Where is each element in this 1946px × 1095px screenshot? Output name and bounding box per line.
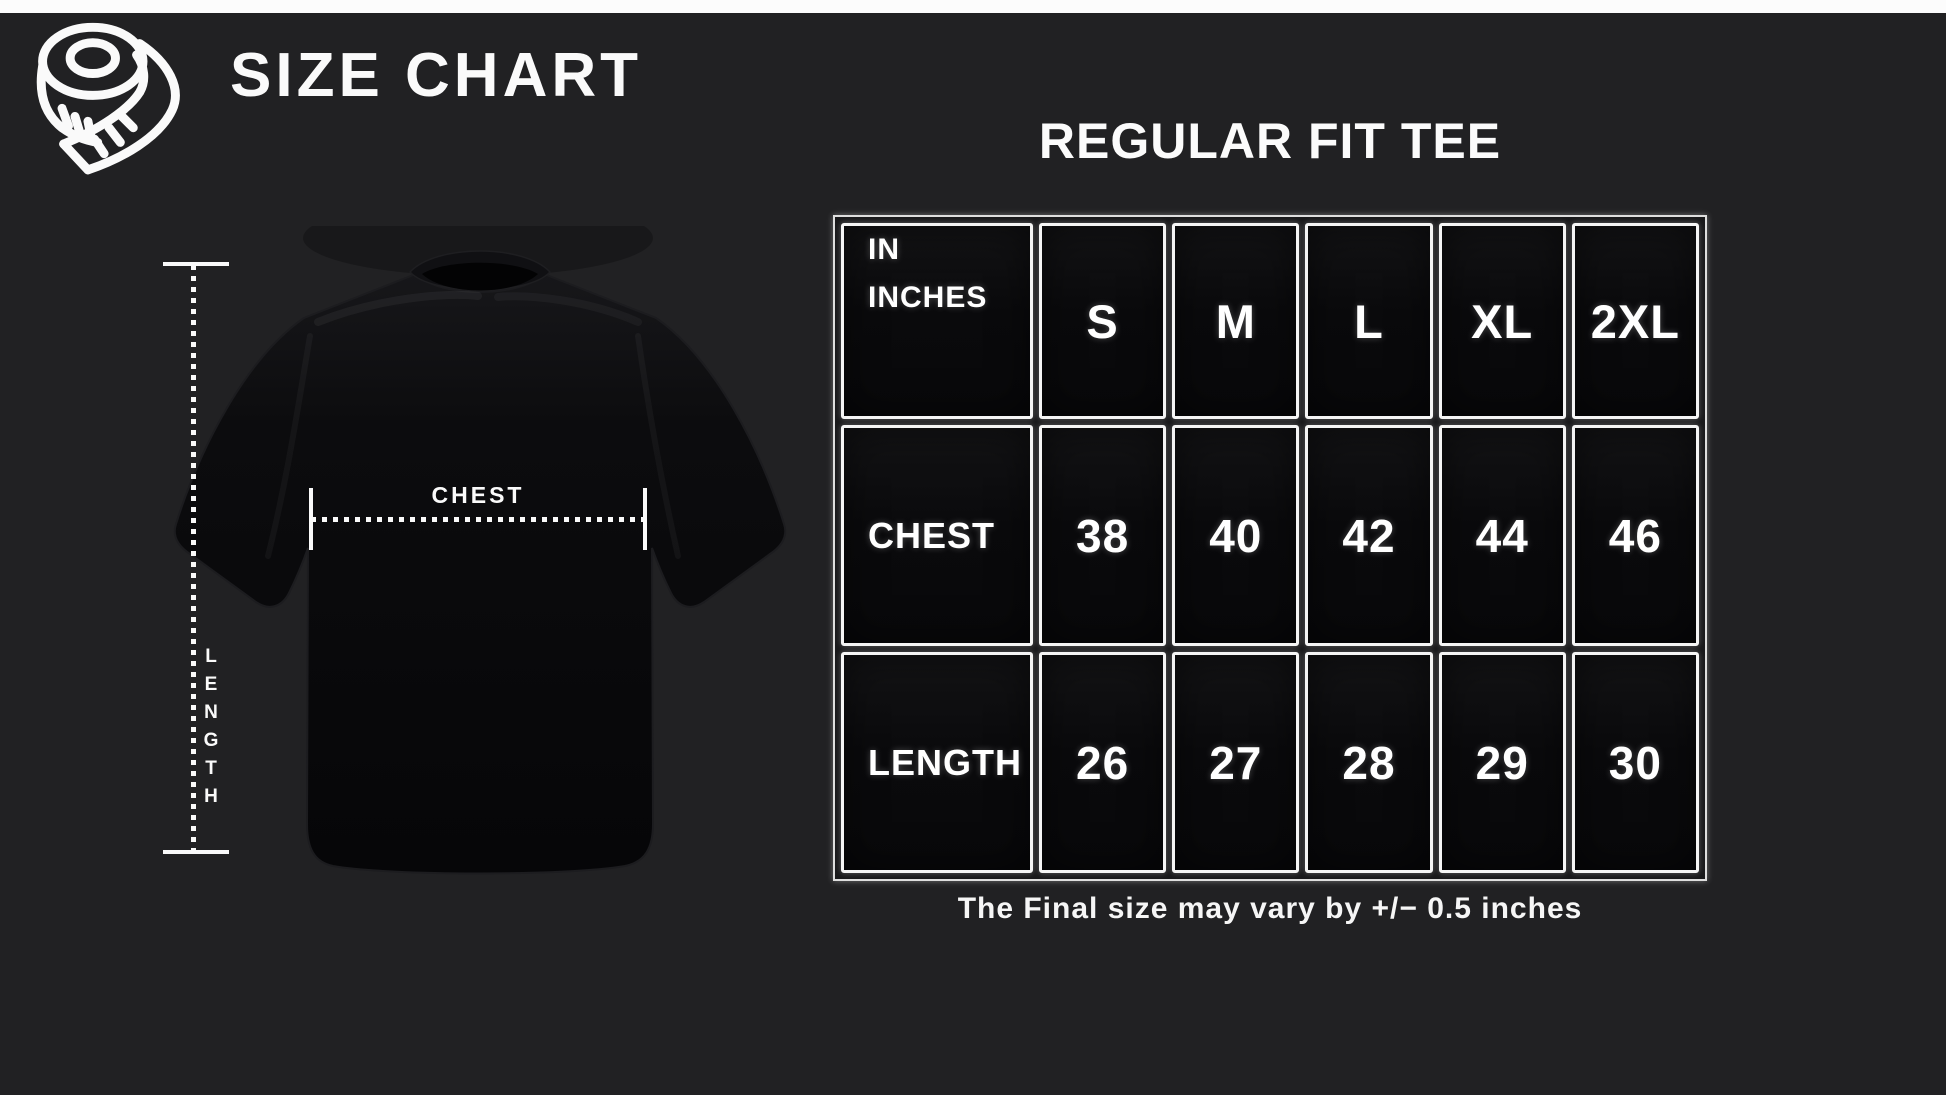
length-value-s: 26 bbox=[1039, 652, 1167, 873]
length-value-m: 27 bbox=[1172, 652, 1300, 873]
table-unit-header-cell: IN INCHES bbox=[841, 223, 1033, 419]
table-col-header-xl: XL bbox=[1438, 223, 1566, 419]
table-col-header-l: L bbox=[1305, 223, 1433, 419]
length-value-l: 28 bbox=[1305, 652, 1433, 873]
chest-measure-label: CHEST bbox=[431, 482, 525, 508]
chest-value-2xl: 46 bbox=[1571, 425, 1699, 646]
chest-value-s: 38 bbox=[1039, 425, 1167, 646]
chest-measure-right-cap bbox=[643, 488, 647, 550]
length-measure-label: L E N G T H bbox=[203, 646, 219, 807]
length-measure-top-cap bbox=[163, 262, 229, 266]
table-row-label-chest: CHEST bbox=[841, 425, 1033, 646]
length-measure-bottom-cap bbox=[163, 850, 229, 854]
measuring-tape-icon bbox=[36, 22, 180, 175]
chest-value-m: 40 bbox=[1172, 425, 1300, 646]
top-white-strip bbox=[0, 0, 1946, 13]
table-row-label-length: LENGTH bbox=[841, 652, 1033, 873]
chest-measure-line bbox=[311, 517, 645, 522]
page-title: SIZE CHART bbox=[230, 41, 642, 110]
length-measure-line bbox=[191, 265, 196, 851]
chest-value-l: 42 bbox=[1305, 425, 1433, 646]
size-variance-footnote: The Final size may vary by +/− 0.5 inche… bbox=[957, 892, 1583, 925]
tshirt-illustration bbox=[173, 226, 787, 875]
length-value-xl: 29 bbox=[1438, 652, 1566, 873]
table-col-header-s: S bbox=[1039, 223, 1167, 419]
table-col-header-2xl: 2XL bbox=[1571, 223, 1699, 419]
table-col-header-m: M bbox=[1172, 223, 1300, 419]
length-value-2xl: 30 bbox=[1571, 652, 1699, 873]
size-table: IN INCHES S M L XL 2XL CHEST 38 40 42 44… bbox=[833, 215, 1707, 881]
chest-value-xl: 44 bbox=[1438, 425, 1566, 646]
product-heading: REGULAR FIT TEE bbox=[1038, 113, 1502, 169]
